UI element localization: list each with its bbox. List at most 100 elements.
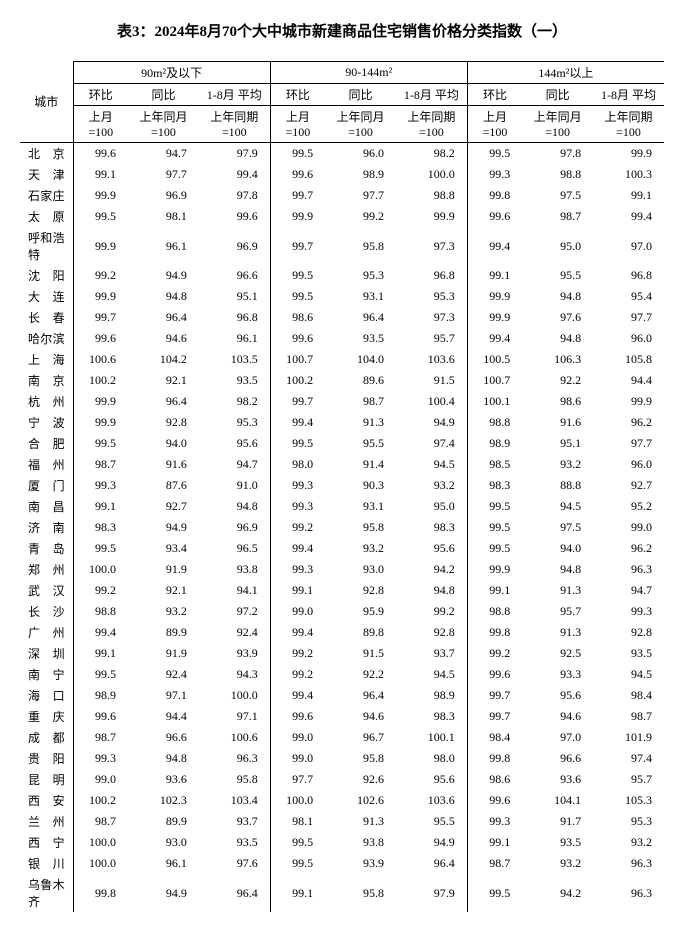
value-cell: 92.8 (128, 412, 199, 433)
value-cell: 99.2 (270, 517, 325, 538)
value-cell: 94.9 (396, 412, 467, 433)
value-cell: 99.7 (270, 391, 325, 412)
value-cell: 96.4 (128, 307, 199, 328)
table-row: 重庆99.694.497.199.694.698.399.794.698.7 (20, 706, 664, 727)
value-cell: 99.4 (270, 622, 325, 643)
value-cell: 95.6 (199, 433, 270, 454)
table-row: 长沙98.893.297.299.095.999.298.895.799.3 (20, 601, 664, 622)
value-cell: 98.7 (325, 391, 396, 412)
value-cell: 99.2 (73, 265, 128, 286)
value-cell: 88.8 (522, 475, 593, 496)
value-cell: 99.2 (270, 664, 325, 685)
header-base: 上年同期 =100 (199, 106, 270, 143)
value-cell: 97.7 (325, 185, 396, 206)
value-cell: 99.6 (199, 206, 270, 227)
value-cell: 93.5 (199, 832, 270, 853)
table-row: 长春99.796.496.898.696.497.399.997.697.7 (20, 307, 664, 328)
value-cell: 93.2 (522, 454, 593, 475)
value-cell: 99.5 (270, 832, 325, 853)
value-cell: 99.1 (467, 832, 522, 853)
value-cell: 99.2 (396, 601, 467, 622)
value-cell: 94.6 (128, 328, 199, 349)
value-cell: 98.8 (73, 601, 128, 622)
city-cell: 北京 (20, 143, 73, 165)
value-cell: 91.0 (199, 475, 270, 496)
value-cell: 93.2 (396, 475, 467, 496)
value-cell: 92.1 (128, 370, 199, 391)
value-cell: 95.7 (593, 769, 664, 790)
value-cell: 93.5 (593, 643, 664, 664)
city-cell: 银川 (20, 853, 73, 874)
value-cell: 98.7 (522, 206, 593, 227)
city-cell: 重庆 (20, 706, 73, 727)
value-cell: 100.0 (199, 685, 270, 706)
value-cell: 99.9 (270, 206, 325, 227)
header-group-0: 90m²及以下 (73, 62, 270, 84)
value-cell: 91.9 (128, 643, 199, 664)
value-cell: 95.1 (199, 286, 270, 307)
value-cell: 91.3 (325, 811, 396, 832)
value-cell: 105.3 (593, 790, 664, 811)
value-cell: 98.6 (467, 769, 522, 790)
value-cell: 100.0 (73, 559, 128, 580)
value-cell: 96.1 (128, 227, 199, 265)
value-cell: 98.2 (396, 143, 467, 165)
value-cell: 98.6 (270, 307, 325, 328)
header-sub: 同比 (325, 84, 396, 106)
value-cell: 96.1 (199, 328, 270, 349)
value-cell: 99.5 (73, 433, 128, 454)
header-sub: 环比 (73, 84, 128, 106)
value-cell: 96.6 (199, 265, 270, 286)
value-cell: 97.3 (396, 227, 467, 265)
value-cell: 96.1 (128, 853, 199, 874)
value-cell: 99.4 (467, 227, 522, 265)
table-row: 成都98.796.6100.699.096.7100.198.497.0101.… (20, 727, 664, 748)
value-cell: 95.6 (522, 685, 593, 706)
value-cell: 96.4 (128, 391, 199, 412)
value-cell: 96.8 (199, 307, 270, 328)
value-cell: 99.1 (73, 496, 128, 517)
value-cell: 105.8 (593, 349, 664, 370)
value-cell: 93.2 (325, 538, 396, 559)
value-cell: 99.0 (73, 769, 128, 790)
value-cell: 94.5 (396, 454, 467, 475)
value-cell: 99.6 (73, 328, 128, 349)
value-cell: 99.4 (467, 328, 522, 349)
value-cell: 96.9 (199, 517, 270, 538)
city-cell: 南昌 (20, 496, 73, 517)
value-cell: 89.9 (128, 622, 199, 643)
city-cell: 呼和浩特 (20, 227, 73, 265)
value-cell: 98.3 (467, 475, 522, 496)
value-cell: 98.9 (325, 164, 396, 185)
value-cell: 94.0 (128, 433, 199, 454)
value-cell: 99.1 (593, 185, 664, 206)
value-cell: 98.5 (467, 454, 522, 475)
value-cell: 99.2 (325, 206, 396, 227)
value-cell: 99.3 (270, 475, 325, 496)
value-cell: 92.7 (593, 475, 664, 496)
value-cell: 96.8 (593, 265, 664, 286)
value-cell: 94.8 (522, 328, 593, 349)
value-cell: 99.5 (467, 143, 522, 165)
value-cell: 93.5 (199, 370, 270, 391)
value-cell: 92.8 (593, 622, 664, 643)
table-row: 福州98.791.694.798.091.494.598.593.296.0 (20, 454, 664, 475)
value-cell: 94.1 (199, 580, 270, 601)
value-cell: 99.2 (73, 580, 128, 601)
value-cell: 99.9 (396, 206, 467, 227)
table-row: 大连99.994.895.199.593.195.399.994.895.4 (20, 286, 664, 307)
value-cell: 96.3 (593, 559, 664, 580)
header-sub: 1-8月 平均 (396, 84, 467, 106)
value-cell: 99.8 (73, 874, 128, 912)
value-cell: 97.7 (593, 433, 664, 454)
value-cell: 99.7 (467, 706, 522, 727)
value-cell: 87.6 (128, 475, 199, 496)
table-row: 银川100.096.197.699.593.996.498.793.296.3 (20, 853, 664, 874)
header-sub: 同比 (522, 84, 593, 106)
value-cell: 102.3 (128, 790, 199, 811)
value-cell: 95.8 (325, 874, 396, 912)
value-cell: 94.9 (396, 832, 467, 853)
value-cell: 95.8 (325, 748, 396, 769)
value-cell: 93.6 (522, 769, 593, 790)
value-cell: 94.8 (128, 748, 199, 769)
